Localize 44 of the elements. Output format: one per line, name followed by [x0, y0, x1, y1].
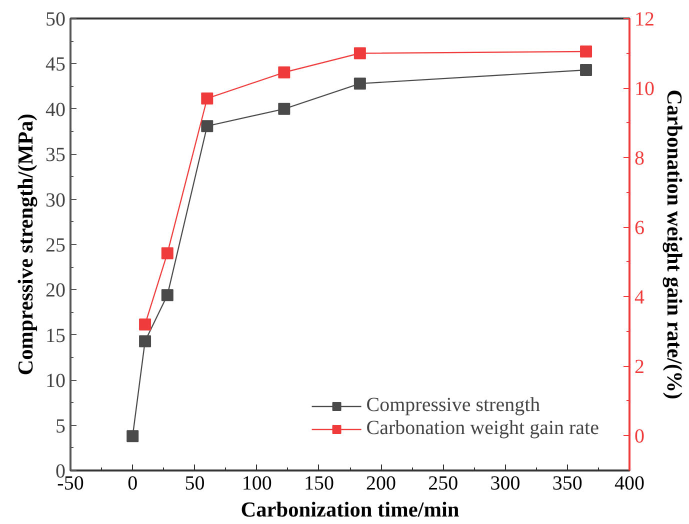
point: [126, 430, 139, 442]
point: [580, 46, 592, 58]
point: [201, 92, 214, 104]
y-tick-label: 25: [46, 234, 66, 256]
x-tick-label: 150: [304, 472, 334, 494]
point: [278, 102, 290, 115]
y2-tick-label: 4: [634, 286, 644, 309]
point: [161, 247, 174, 260]
legend-label: Compressive strength: [366, 394, 540, 417]
y2-tick-label: 0: [634, 426, 644, 448]
y2-axis-title: Carbonation weight gain rate/(%): [662, 90, 686, 400]
x-tick-label: 350: [552, 472, 582, 494]
y-tick-label: 35: [46, 144, 66, 166]
x-tick-label: 300: [490, 472, 520, 494]
x-axis-title: Carbonization time/min: [240, 498, 460, 522]
point: [354, 78, 366, 90]
x-tick-label: 250: [428, 472, 458, 494]
x-tick-label: 400: [614, 472, 644, 494]
y2-tick-label: 2: [634, 356, 644, 378]
y2-tick-label: 12: [634, 8, 654, 30]
y-tick-label: 10: [46, 370, 66, 392]
y2-tick-label: 8: [634, 148, 644, 170]
x-tick-label: 0: [128, 472, 138, 494]
point: [354, 47, 366, 60]
x-tick-label: 100: [242, 472, 272, 494]
y-tick-label: 40: [46, 98, 66, 121]
x-tick-label: 50: [184, 472, 205, 494]
y-axis-title: Compressive strength/(MPa): [14, 114, 38, 376]
x-tick-label: 200: [366, 472, 396, 494]
y-tick-label: 50: [46, 8, 66, 30]
y-tick-label: 5: [56, 415, 66, 438]
y-tick-label: 45: [46, 54, 66, 76]
y-tick-label: 15: [46, 324, 66, 347]
point: [278, 66, 290, 78]
y2-tick-label: 10: [634, 78, 654, 100]
y2-tick-label: 6: [634, 217, 644, 240]
legend-label: Carbonation weight gain rate: [366, 417, 599, 440]
point: [139, 318, 152, 330]
point: [201, 120, 214, 132]
point: [161, 289, 174, 302]
y-tick-label: 20: [46, 280, 66, 302]
y-tick-label: 30: [46, 189, 66, 212]
point: [139, 335, 152, 348]
point: [580, 64, 592, 76]
